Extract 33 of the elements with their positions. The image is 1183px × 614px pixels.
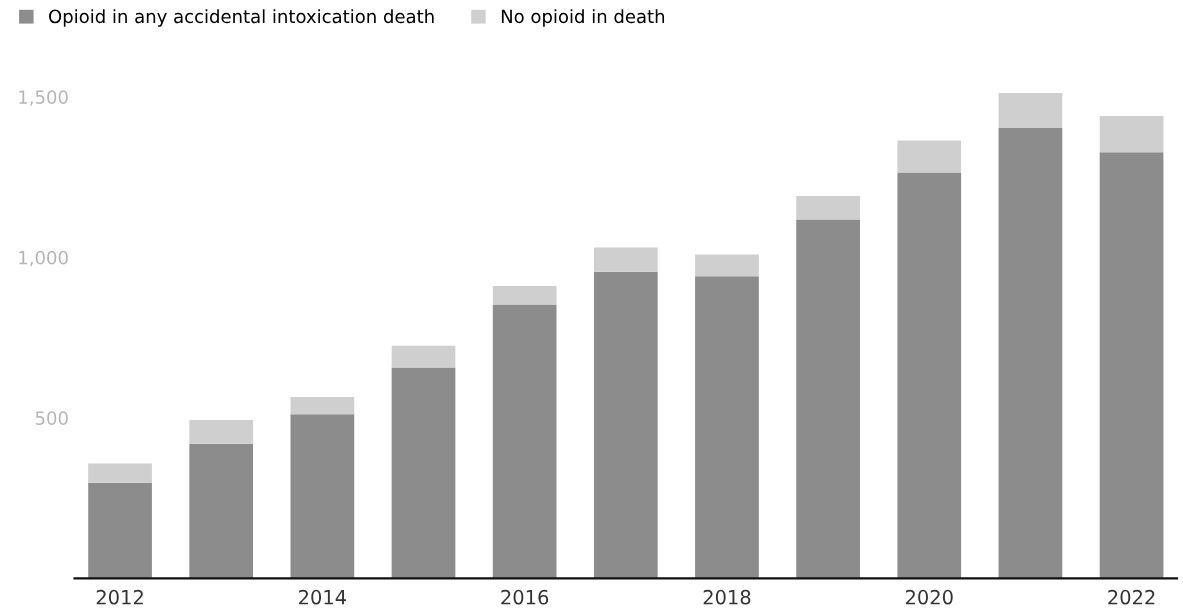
x-tick-label: 2020 (905, 589, 953, 605)
y-tick-label: 1,500 (19, 90, 68, 106)
bar (391, 367, 456, 579)
bar (593, 247, 658, 272)
bar (897, 140, 962, 173)
legend-label: Opioid in any accidental intoxication death (49, 9, 434, 27)
x-tick-label: 2018 (703, 589, 751, 605)
bar (88, 463, 152, 483)
y-tick-label: 500 (35, 411, 68, 425)
x-tick-label: 2016 (501, 589, 549, 605)
bar (189, 420, 254, 444)
bar (290, 397, 355, 415)
x-tick-label: 2022 (1108, 589, 1155, 605)
legend-label: No opioid in death (501, 9, 665, 27)
bar (492, 304, 557, 579)
bar (290, 414, 355, 579)
bar (796, 219, 860, 579)
y-tick-label: 1,000 (19, 250, 68, 267)
bar (695, 276, 759, 579)
bar (492, 285, 557, 305)
bar (897, 172, 962, 579)
bar (695, 254, 759, 277)
bar (189, 443, 254, 579)
bar (593, 271, 658, 579)
bar (998, 92, 1063, 128)
bar (88, 482, 152, 579)
bar (1099, 152, 1164, 579)
bar (1099, 116, 1164, 153)
bar (998, 127, 1063, 579)
x-tick-label: 2014 (299, 589, 346, 605)
bar (391, 345, 456, 368)
x-tick-label: 2012 (96, 589, 143, 605)
bar (796, 196, 860, 220)
